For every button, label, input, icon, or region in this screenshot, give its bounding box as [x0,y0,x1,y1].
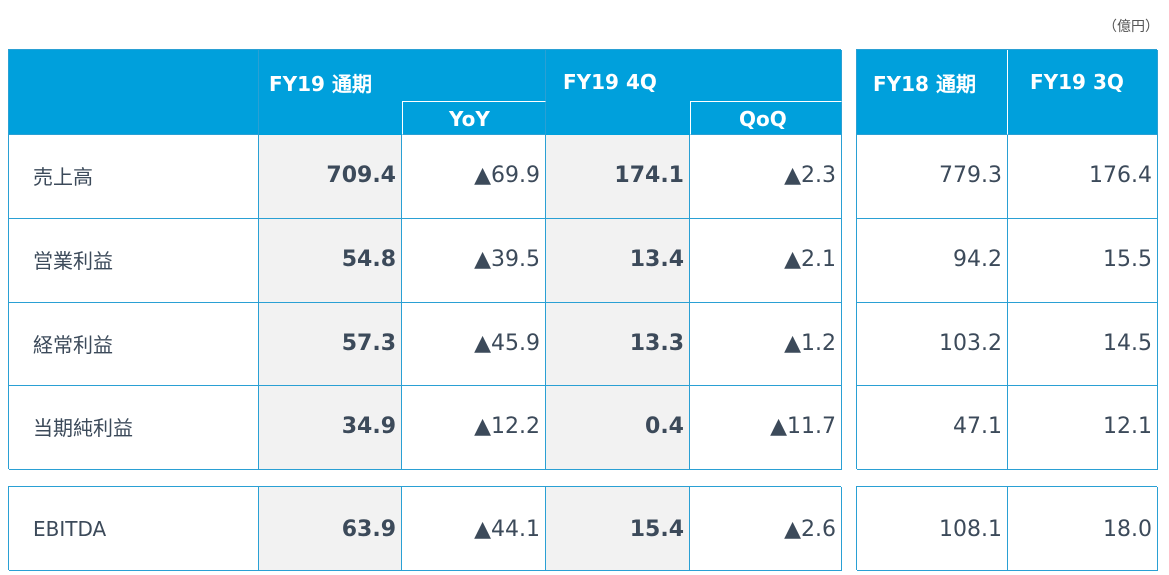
cell-fy18: 108.1 [857,487,1008,571]
row-label: EBITDA [9,487,259,571]
value: ▲12.2 [474,414,540,440]
cell-fy19: 63.9 [259,487,402,571]
cell-fy19: 709.4 [259,135,402,219]
row-label-text: 当期純利益 [33,416,133,441]
value: ▲69.9 [474,163,540,188]
ebitda-fy19: 63.9 [341,517,396,542]
cell-q3: 15.5 [1008,218,1158,303]
row-label-text: 経常利益 [33,332,113,357]
ebitda-label: EBITDA [33,517,107,541]
value: 103.2 [939,330,1002,356]
cell-fy19: 34.9 [259,386,402,470]
cell-fy18: 47.1 [857,386,1008,470]
value: 0.4 [645,414,684,440]
value: 34.9 [341,414,396,440]
cell-fy18: 103.2 [857,302,1008,387]
value: 94.2 [953,246,1002,272]
cell-q4: 174.1 [546,135,690,219]
results-table: FY19 通期 YoY FY19 4Q QoQ 売上高 709.4 ▲69.9 174… [8,49,842,470]
value: 47.1 [953,414,1002,440]
row-label: 経常利益 [9,302,259,387]
cell-fy19: 54.8 [259,218,402,303]
value: 13.3 [629,330,684,356]
value: 174.1 [614,163,684,188]
cell-yoy: ▲12.2 [402,386,546,470]
cell-yoy: ▲44.1 [402,487,546,571]
value: 54.8 [341,246,396,272]
ebitda-table: EBITDA 63.9 ▲44.1 15.4 ▲2.6 [8,486,842,571]
cell-q3: 12.1 [1008,386,1158,470]
header-blank [9,50,259,135]
row-label: 営業利益 [9,218,259,303]
value: 176.4 [1089,163,1152,188]
cell-qoq: ▲2.6 [690,487,842,571]
header-yoy: YoY [402,101,546,135]
ebitda-q4: 15.4 [629,517,684,542]
cell-yoy: ▲39.5 [402,218,546,303]
ebitda-yoy: ▲44.1 [474,517,540,542]
cell-q3: 176.4 [1008,135,1158,219]
cell-yoy: ▲69.9 [402,135,546,219]
row-label-text: 営業利益 [33,248,113,273]
comparison-table: FY18 通期 FY19 3Q 779.3 176.4 94.2 15.5 103.2 1… [856,49,1158,470]
cell-q4: 13.3 [546,302,690,387]
cell-qoq: ▲2.3 [690,135,842,219]
cell-fy19: 57.3 [259,302,402,387]
header-fy18-full: FY18 通期 [873,72,976,96]
value: ▲39.5 [474,246,540,272]
value: 709.4 [326,163,396,188]
header-fy18-full-cell: FY18 通期 [857,50,1008,135]
row-label-text: 売上高 [33,165,93,189]
cell-q4: 13.4 [546,218,690,303]
value: 15.5 [1103,246,1152,272]
cell-q4: 15.4 [546,487,690,571]
cell-qoq: ▲1.2 [690,302,842,387]
header-qoq-label: QoQ [739,107,787,131]
unit-label: （億円） [1103,19,1159,35]
row-label: 当期純利益 [9,386,259,470]
cell-qoq: ▲2.1 [690,218,842,303]
value: ▲45.9 [474,330,540,356]
header-qoq: QoQ [690,101,842,135]
value: ▲1.2 [784,330,836,356]
header-yoy-label: YoY [449,107,490,131]
value: 57.3 [341,330,396,356]
value: 13.4 [629,246,684,272]
header-fy19-3q: FY19 3Q [1030,70,1124,94]
value: 14.5 [1103,330,1152,356]
cell-fy18: 94.2 [857,218,1008,303]
header-fy19-full: FY19 通期 [269,72,372,96]
cell-fy18: 779.3 [857,135,1008,219]
value: ▲2.1 [784,246,836,272]
ebitda-qoq: ▲2.6 [784,517,836,542]
ebitda-comparison-table: 108.1 18.0 [856,486,1158,571]
cell-yoy: ▲45.9 [402,302,546,387]
value: ▲11.7 [770,414,836,440]
cell-qoq: ▲11.7 [690,386,842,470]
row-label: 売上高 [9,135,259,219]
ebitda-q3: 18.0 [1103,517,1152,542]
header-fy19-4q: FY19 4Q [563,70,657,94]
cell-q3: 18.0 [1008,487,1158,571]
value: ▲2.3 [784,163,836,188]
ebitda-fy18: 108.1 [939,517,1002,542]
value: 12.1 [1103,414,1152,440]
cell-q3: 14.5 [1008,302,1158,387]
value: 779.3 [939,163,1002,188]
header-fy19-3q-cell: FY19 3Q [1008,50,1158,135]
cell-q4: 0.4 [546,386,690,470]
